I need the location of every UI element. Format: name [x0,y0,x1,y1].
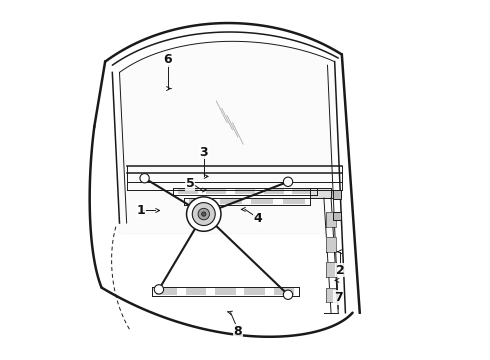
Circle shape [192,203,215,226]
Polygon shape [245,288,265,295]
Text: 3: 3 [199,145,208,158]
Bar [333,212,341,220]
Polygon shape [293,189,313,194]
Polygon shape [186,288,206,295]
Bar [333,190,341,199]
Polygon shape [220,199,242,204]
Polygon shape [264,189,284,194]
Polygon shape [215,288,236,295]
Text: 5: 5 [186,177,195,190]
FancyBboxPatch shape [310,188,331,198]
Circle shape [154,285,164,294]
Polygon shape [189,199,211,204]
Circle shape [283,290,293,300]
Polygon shape [235,189,255,194]
Circle shape [201,212,206,216]
Text: 8: 8 [234,325,242,338]
Polygon shape [120,41,335,234]
Polygon shape [283,199,305,204]
Polygon shape [177,189,197,194]
Polygon shape [326,262,337,277]
Polygon shape [251,199,273,204]
Text: 2: 2 [336,264,344,277]
Polygon shape [326,288,337,302]
Polygon shape [274,288,294,295]
Polygon shape [326,212,337,226]
Circle shape [187,197,221,231]
Text: 1: 1 [137,204,146,217]
Polygon shape [206,189,226,194]
Circle shape [283,177,293,186]
Circle shape [198,208,210,220]
Text: 7: 7 [334,291,343,304]
Polygon shape [156,288,177,295]
Text: 4: 4 [253,212,262,225]
Text: 6: 6 [164,53,172,66]
Polygon shape [326,237,337,252]
Circle shape [140,174,149,183]
